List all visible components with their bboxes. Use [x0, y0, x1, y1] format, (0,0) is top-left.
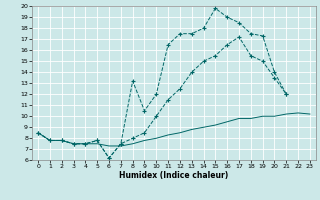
X-axis label: Humidex (Indice chaleur): Humidex (Indice chaleur)	[119, 171, 229, 180]
